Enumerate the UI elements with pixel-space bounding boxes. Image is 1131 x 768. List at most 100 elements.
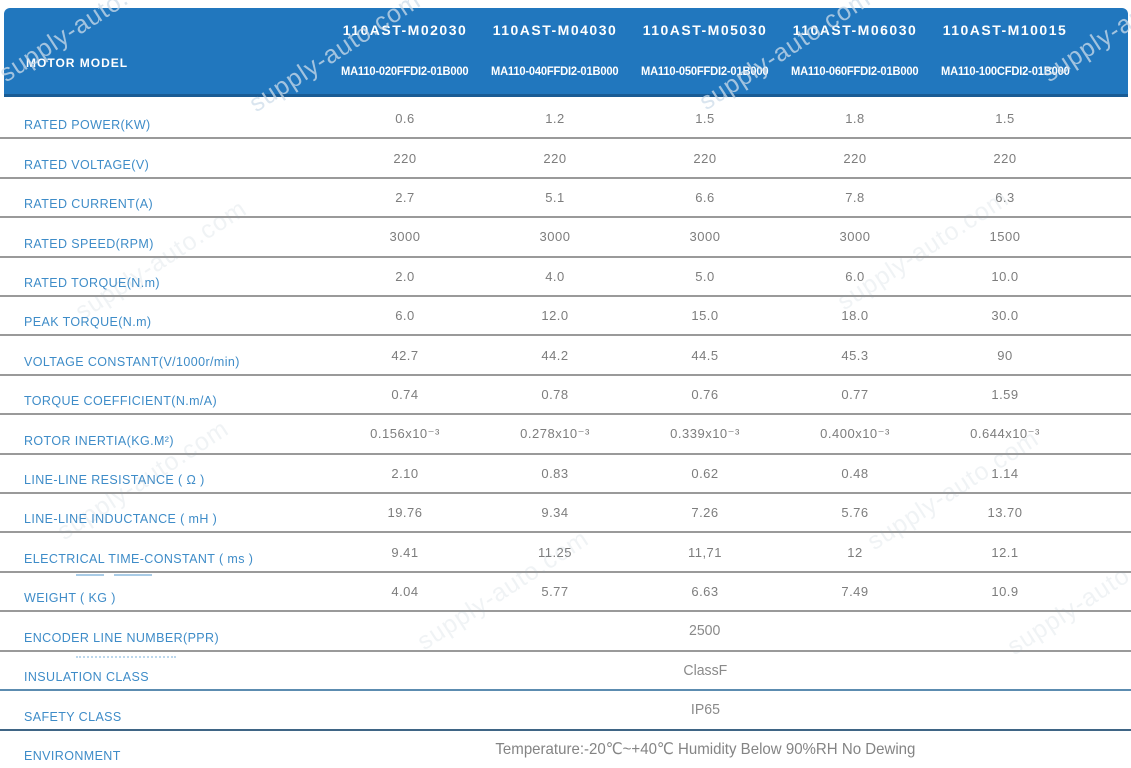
spec-row-label: ENCODER LINE NUMBER(PPR)	[24, 630, 220, 645]
spec-row-rated-speed: RATED SPEED(RPM) 3000 3000 3000 3000 150…	[0, 218, 1131, 258]
spec-row-encoder-line-number: ENCODER LINE NUMBER(PPR) 2500	[0, 612, 1131, 652]
spec-row-label: RATED CURRENT(A)	[24, 197, 154, 212]
column-header-part-number: MA110-060FFDI2-01B000	[780, 66, 930, 78]
spec-value: 1500	[989, 229, 1021, 245]
spec-value: 6.0	[845, 268, 865, 284]
spec-row-label: ELECTRICAL TIME-CONSTANT ( ms )	[24, 551, 254, 566]
spec-value: 2.0	[395, 268, 415, 284]
spec-value: 1.8	[845, 111, 865, 127]
spec-value: 2.7	[395, 190, 415, 206]
spec-row-label: RATED TORQUE(N.m)	[24, 276, 160, 291]
motor-model-header-label: MOTOR MODEL	[26, 56, 129, 70]
spec-row-torque-coefficient: TORQUE COEFFICIENT(N.m/A) 0.74 0.78 0.76…	[0, 376, 1131, 416]
spec-value: 3000	[689, 229, 721, 245]
spec-row-safety-class: SAFETY CLASS IP65	[0, 691, 1131, 731]
spec-value: 12.1	[991, 544, 1019, 560]
spec-row-rated-torque: RATED TORQUE(N.m) 2.0 4.0 5.0 6.0 10.0	[0, 258, 1131, 298]
spec-value: 45.3	[841, 347, 869, 363]
column-header-model-110AST-M02030: 110AST-M02030	[342, 22, 468, 38]
merged-value-text: Temperature:-20℃~+40℃ Humidity Below 90%…	[494, 741, 915, 759]
spec-value: 220	[843, 150, 867, 166]
column-header-part-number: MA110-050FFDI2-01B000	[630, 66, 780, 78]
spec-row-line-line-resistance: LINE-LINE RESISTANCE ( Ω ) 2.10 0.83 0.6…	[0, 455, 1131, 495]
spec-row-line-line-inductance: LINE-LINE INDUCTANCE ( mH ) 19.76 9.34 7…	[0, 494, 1131, 534]
spec-value: 1.59	[991, 387, 1019, 403]
spec-value: 3000	[539, 229, 571, 245]
spec-value: 44.5	[691, 347, 719, 363]
spec-value: 3000	[389, 229, 421, 245]
spec-value: 11.25	[537, 544, 573, 560]
spec-row-label: LINE-LINE INDUCTANCE ( mH )	[24, 512, 218, 527]
spec-value: 3000	[839, 229, 871, 245]
spec-row-values: 0.156x10⁻³ 0.278x10⁻³ 0.339x10⁻³ 0.400x1…	[330, 415, 1080, 452]
spec-value: 42.7	[391, 347, 419, 363]
spec-value: 220	[543, 150, 567, 166]
spec-row-label: VOLTAGE CONSTANT(V/1000r/min)	[24, 354, 240, 369]
spec-row-label: TORQUE COEFFICIENT(N.m/A)	[24, 394, 218, 409]
column-header-part-number: MA110-100CFDI2-01B000	[930, 66, 1080, 78]
column-header-part-number: MA110-040FFDI2-01B000	[480, 66, 630, 78]
spec-row-insulation-class: INSULATION CLASS ClassF	[0, 652, 1131, 692]
spec-value: 220	[693, 150, 717, 166]
spec-row-rated-power: RATED POWER(KW) 0.6 1.2 1.5 1.8 1.5	[0, 100, 1131, 140]
spec-row-label: ROTOR INERTIA(KG.M²)	[24, 433, 174, 448]
spec-value-merged: Temperature:-20℃~+40℃ Humidity Below 90%…	[330, 731, 1080, 768]
spec-value: 2.10	[391, 465, 419, 481]
spec-row-values: 0.6 1.2 1.5 1.8 1.5	[330, 100, 1080, 137]
spec-value: 0.77	[841, 387, 869, 403]
spec-value: 7.26	[691, 505, 719, 521]
spec-row-rotor-inertia: ROTOR INERTIA(KG.M²) 0.156x10⁻³ 0.278x10…	[0, 415, 1131, 455]
spec-row-rated-current: RATED CURRENT(A) 2.7 5.1 6.6 7.8 6.3	[0, 179, 1131, 219]
part-number-row: MA110-020FFDI2-01B000 MA110-040FFDI2-01B…	[330, 66, 1081, 78]
spec-value: 0.339x10⁻³	[670, 425, 740, 441]
spec-value: 220	[993, 150, 1017, 166]
spec-row-weight: WEIGHT ( KG ) 4.04 5.77 6.63 7.49 10.9	[0, 573, 1131, 613]
part-number-text: MA110-060FFDI2-01B000	[791, 66, 919, 78]
spec-row-label: RATED POWER(KW)	[24, 118, 151, 133]
spec-row-label: SAFETY CLASS	[24, 709, 122, 724]
merged-value-text: ClassF	[683, 661, 727, 679]
spec-row-values: 4.04 5.77 6.63 7.49 10.9	[330, 573, 1080, 610]
spec-row-values: 220 220 220 220 220	[330, 139, 1080, 176]
spec-value: 90	[997, 347, 1013, 363]
spec-row-peak-torque: PEAK TORQUE(N.m) 6.0 12.0 15.0 18.0 30.0	[0, 297, 1131, 337]
spec-row-values: 2.10 0.83 0.62 0.48 1.14	[330, 455, 1080, 492]
spec-value: 5.1	[545, 190, 565, 206]
column-header-model-110AST-M05030: 110AST-M05030	[642, 22, 768, 38]
model-name-row: 110AST-M02030 110AST-M04030 110AST-M0503…	[330, 22, 1081, 38]
spec-value: 0.156x10⁻³	[370, 425, 440, 441]
spec-row-voltage-constant: VOLTAGE CONSTANT(V/1000r/min) 42.7 44.2 …	[0, 336, 1131, 376]
spec-value: 5.0	[695, 268, 715, 284]
spec-row-label: WEIGHT ( KG )	[24, 591, 116, 606]
column-header-model-110AST-M10015: 110AST-M10015	[942, 22, 1068, 38]
spec-table-body: RATED POWER(KW) 0.6 1.2 1.5 1.8 1.5 RATE…	[0, 100, 1131, 768]
spec-value: 6.63	[691, 584, 719, 600]
spec-value: 13.70	[987, 505, 1023, 521]
spec-row-label: RATED SPEED(RPM)	[24, 236, 154, 251]
spec-value: 7.8	[845, 190, 865, 206]
spec-value: 0.278x10⁻³	[520, 425, 590, 441]
merged-value-text: 2500	[689, 622, 721, 640]
spec-value: 1.5	[995, 111, 1015, 127]
part-number-text: MA110-100CFDI2-01B000	[940, 66, 1070, 78]
column-header-part-number: MA110-020FFDI2-01B000	[330, 66, 480, 78]
spec-value: 18.0	[841, 308, 869, 324]
spec-value: 0.83	[541, 465, 569, 481]
spec-value: 5.76	[841, 505, 869, 521]
spec-value: 5.77	[541, 584, 569, 600]
spec-row-values: 42.7 44.2 44.5 45.3 90	[330, 336, 1080, 373]
spec-value: 0.644x10⁻³	[970, 425, 1040, 441]
spec-row-label: PEAK TORQUE(N.m)	[24, 315, 152, 330]
spec-value: 9.41	[391, 544, 419, 560]
spec-row-values: 9.41 11.25 11,71 12 12.1	[330, 533, 1080, 570]
part-number-text: MA110-040FFDI2-01B000	[491, 66, 619, 78]
spec-row-electrical-time-constant: ELECTRICAL TIME-CONSTANT ( ms ) 9.41 11.…	[0, 533, 1131, 573]
spec-value: 4.0	[545, 268, 565, 284]
column-header-model-110AST-M06030: 110AST-M06030	[792, 22, 918, 38]
spec-value: 44.2	[541, 347, 569, 363]
spec-value: 10.9	[991, 584, 1019, 600]
spec-value: 1.2	[545, 111, 565, 127]
spec-row-label: RATED VOLTAGE(V)	[24, 157, 150, 172]
spec-value: 6.6	[695, 190, 715, 206]
